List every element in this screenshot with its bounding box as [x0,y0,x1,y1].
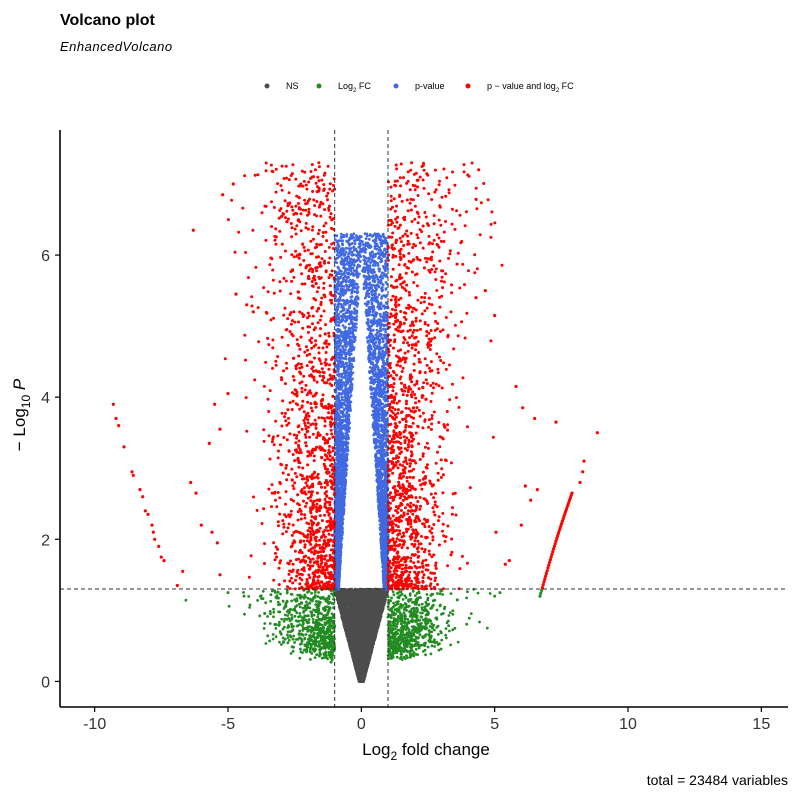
chart-subtitle: EnhancedVolcano [60,39,173,54]
legend-label: Log2 FC [338,81,371,94]
chart-title: Volcano plot [60,12,155,29]
legend-label: p-value [415,81,445,91]
data-points [111,161,599,683]
legend-marker [316,83,322,89]
legend-marker [465,83,471,89]
legend-label: NS [286,81,299,91]
legend-label: p − value and log2 FC [487,81,574,94]
legend: NS Log2 FC p-value p − value and log2 FC [264,81,574,94]
legend-marker [264,83,270,89]
legend-marker [393,83,399,89]
